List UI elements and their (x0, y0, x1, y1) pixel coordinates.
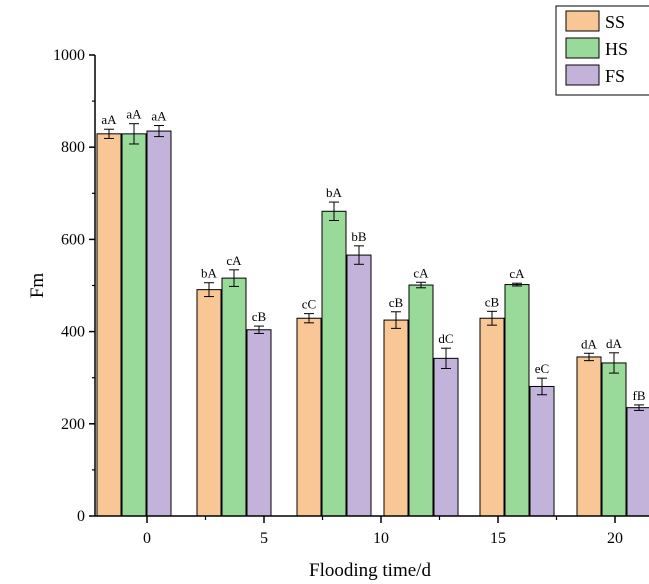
bar-fs (529, 385, 555, 517)
y-tick-label: 800 (61, 139, 85, 156)
significance-label: dA (606, 336, 623, 351)
significance-label: dA (581, 336, 598, 351)
y-tick-label: 0 (77, 508, 85, 525)
y-axis-title: Fm (27, 273, 48, 299)
bar-ss (576, 356, 602, 517)
legend-label: FS (605, 66, 625, 86)
significance-label: bA (326, 185, 343, 200)
legend-label: HS (605, 39, 628, 59)
significance-labels: aA bA cC cB cB dA aA cA bA cA cA dA aA cB bB dC eC fB (101, 107, 645, 403)
bar-fs (433, 357, 459, 517)
bar-ss (479, 317, 505, 517)
bar-hs (221, 277, 247, 517)
bar-fs (346, 254, 372, 517)
legend-swatch-fs (565, 64, 600, 86)
x-tick-label: 0 (143, 530, 151, 547)
x-axis-ticks: 0 5 10 15 20 (143, 516, 623, 547)
bar-hs (408, 284, 434, 517)
bars (96, 130, 649, 517)
significance-label: eC (535, 361, 549, 376)
significance-label: cA (226, 253, 242, 268)
y-tick-label: 600 (61, 231, 85, 248)
significance-label: aA (151, 109, 167, 124)
legend-label: SS (605, 12, 625, 32)
bar-fs (626, 407, 649, 517)
significance-label: bA (201, 266, 218, 281)
bar-hs (321, 210, 347, 517)
y-axis-ticks: 0 200 400 600 800 1000 (53, 47, 95, 525)
significance-label: cC (302, 297, 316, 312)
x-tick-label: 5 (260, 530, 268, 547)
significance-label: aA (101, 112, 117, 127)
error-bars (104, 123, 644, 411)
bar-ss (383, 319, 409, 517)
significance-label: cA (413, 265, 429, 280)
significance-label: cB (389, 295, 404, 310)
y-tick-label: 200 (61, 416, 85, 433)
x-axis-title: Flooding time/d (309, 560, 431, 581)
legend-swatch-hs (565, 37, 600, 59)
significance-label: aA (126, 107, 142, 122)
significance-label: cB (485, 294, 500, 309)
significance-label: bB (351, 229, 367, 244)
bar-hs (601, 362, 627, 517)
significance-label: fB (633, 388, 646, 403)
x-tick-label: 10 (373, 530, 389, 547)
bar-hs (504, 284, 530, 517)
axes (94, 55, 649, 517)
significance-label: cB (252, 309, 267, 324)
y-tick-label: 400 (61, 324, 85, 341)
significance-label: cA (509, 266, 525, 281)
significance-label: dC (438, 331, 453, 346)
bar-fs (246, 329, 272, 517)
x-tick-label: 15 (490, 530, 506, 547)
y-tick-label: 1000 (53, 47, 85, 64)
bar-ss (196, 289, 222, 517)
bar-fs (146, 130, 172, 517)
legend: SS HS FS (555, 5, 649, 96)
x-tick-label: 20 (607, 530, 623, 547)
bar-ss (96, 133, 122, 517)
bar-hs (121, 133, 147, 517)
bar-ss (296, 317, 322, 517)
legend-swatch-ss (565, 10, 600, 32)
